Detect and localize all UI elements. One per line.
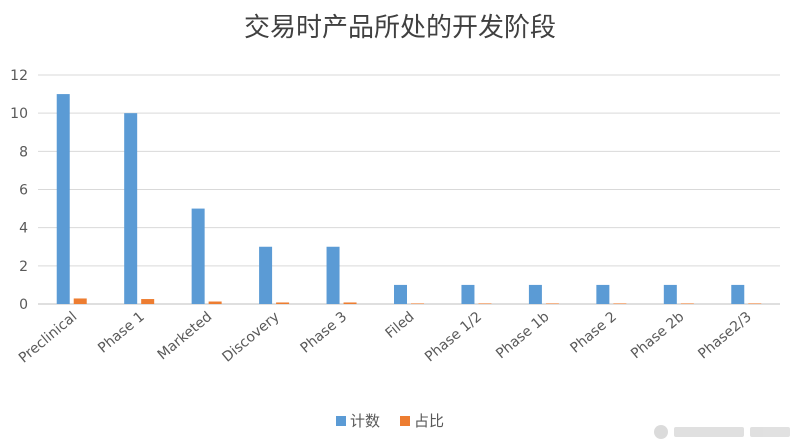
bars [56,94,762,305]
y-tick-label: 4 [19,221,28,237]
legend: 计数 占比 [336,412,444,430]
bar-share [478,303,492,304]
watermark-icon [654,425,668,439]
bar-count [528,284,542,304]
bar-share [613,303,627,304]
y-tick-label: 12 [10,68,28,84]
bar-share [411,303,424,304]
bar-share [73,298,87,304]
legend-swatch [400,416,410,426]
chart-title: 交易时产品所处的开发阶段 [244,13,556,43]
bar-count [596,284,610,304]
bar-count [56,94,70,304]
y-tick-label: 2 [19,259,28,275]
x-tick-label: Marketed [155,309,216,363]
watermark-blur [674,427,744,437]
y-tick-label: 8 [19,144,28,160]
legend-label: 占比 [414,412,444,430]
x-tick-label: Discovery [219,309,282,366]
watermark-blur [750,427,790,437]
bar-share [141,299,155,304]
bar-count [731,284,745,304]
bar-share [680,303,694,304]
bar-count [461,284,475,304]
x-tick-label: Phase 1b [493,309,552,362]
bar-count [326,246,340,304]
x-tick-label: Filed [383,309,418,342]
x-tick-label: Phase 2b [628,309,687,362]
y-tick-label: 0 [19,297,28,313]
bar-share [343,302,357,304]
bar-count [259,246,273,304]
bar-share [208,301,222,304]
x-tick-label: Phase 1 [95,309,148,357]
watermark-logo [654,425,790,439]
legend-swatch [336,416,346,426]
bar-count [191,208,205,304]
y-tick-label: 6 [19,183,28,199]
x-tick-label: Phase 2 [567,309,620,357]
bar-share [276,302,290,304]
bar-count [394,284,407,304]
legend-label: 计数 [350,412,380,430]
bar-count [124,113,138,305]
x-axis-ticks: Preclinical Phase 1 Marketed Discovery Phase… [16,309,755,367]
x-tick-label: Phase2/3 [695,309,755,363]
x-tick-label: Preclinical [16,309,80,367]
bar-share [545,303,559,304]
y-axis-ticks: 0 2 4 6 8 10 12 [10,68,28,313]
bar-share [748,303,762,304]
gridlines [38,74,780,305]
x-tick-label: Phase 3 [298,309,351,357]
bar-count [663,284,677,304]
y-tick-label: 10 [10,106,28,122]
x-tick-label: Phase 1/2 [422,309,485,365]
